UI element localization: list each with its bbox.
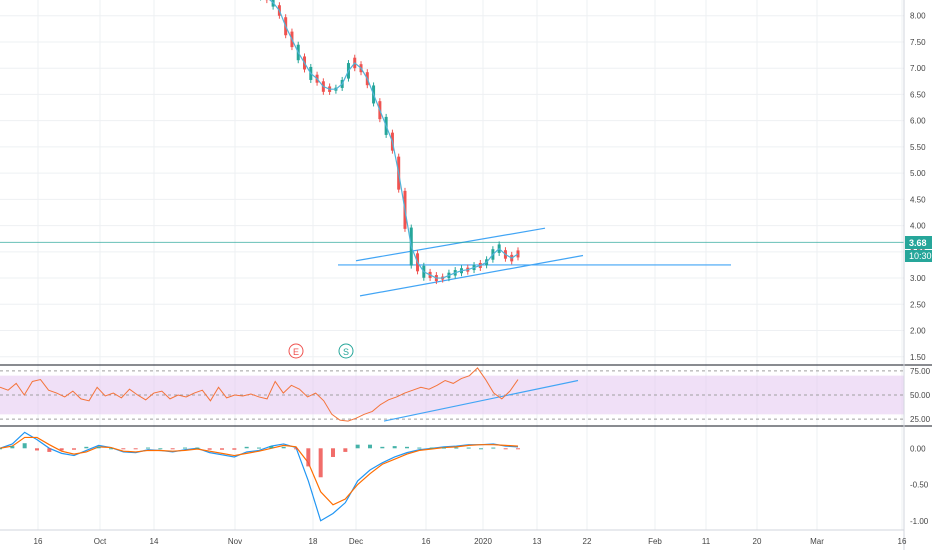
price-tick-label: 2.50 — [910, 300, 926, 309]
macd-histogram-bar — [417, 448, 421, 449]
macd-histogram-bar — [47, 448, 51, 452]
price-tick-label: 6.50 — [910, 90, 926, 99]
time-tick-label: 16 — [898, 537, 907, 546]
macd-histogram-bar — [282, 447, 286, 448]
macd-histogram-bar — [97, 447, 101, 448]
macd-histogram-bar — [245, 447, 249, 448]
price-tick-label: 4.50 — [910, 195, 926, 204]
macd-histogram-bar — [134, 448, 138, 449]
price-tick-label: 7.00 — [910, 64, 926, 73]
price-tick-label: 8.00 — [910, 12, 926, 21]
macd-histogram-bar — [171, 448, 175, 449]
macd-histogram-bar — [158, 448, 162, 449]
price-tick-label: 5.50 — [910, 143, 926, 152]
price-tick-label: 6.00 — [910, 117, 926, 126]
macd-histogram-bar — [208, 448, 212, 449]
macd-histogram-bar — [430, 448, 434, 449]
macd-histogram-bar — [10, 446, 14, 448]
time-axis[interactable]: 16 Oct 14 Nov 18 Dec 16 2020 13 22 Feb 11 20 Mar 16 — [34, 537, 907, 546]
macd-axis[interactable]: 0.00 -0.50 -1.00 — [910, 444, 929, 525]
split-marker-label: S — [343, 347, 349, 357]
macd-histogram-bar — [146, 448, 150, 449]
macd-histogram-bar — [319, 448, 323, 477]
time-tick-label: 14 — [150, 537, 159, 546]
time-tick-label: Dec — [349, 537, 363, 546]
macd-histogram-bar — [220, 448, 224, 449]
rsi-tick-label: 50.00 — [910, 391, 931, 400]
macd-histogram-bar — [183, 448, 187, 449]
macd-tick-label: -0.50 — [910, 481, 929, 490]
price-tick-label: 4.00 — [910, 222, 926, 231]
macd-histogram-bar — [269, 446, 273, 448]
candlesticks — [247, 0, 520, 284]
macd-histogram-bar — [467, 448, 471, 449]
price-tick-label: 2.00 — [910, 327, 926, 336]
macd-histogram — [0, 443, 520, 477]
price-tick-label: 1.50 — [910, 353, 926, 362]
macd-histogram-bar — [343, 448, 347, 452]
time-tick-label: 16 — [34, 537, 43, 546]
macd-histogram-bar — [23, 443, 27, 448]
time-tick-label: 2020 — [474, 537, 492, 546]
macd-histogram-bar — [109, 448, 113, 449]
macd-histogram-bar — [306, 448, 310, 466]
macd-histogram-bar — [405, 447, 409, 448]
price-tick-label: 3.00 — [910, 274, 926, 283]
last-price-badge: 3.68 10:30 — [905, 236, 932, 262]
time-tick-label: 13 — [533, 537, 542, 546]
earnings-marker[interactable]: E — [289, 344, 303, 358]
price-tick-label: 5.00 — [910, 169, 926, 178]
earnings-marker-label: E — [293, 347, 299, 357]
time-tick-label: 22 — [583, 537, 592, 546]
macd-histogram-bar — [35, 448, 39, 450]
macd-histogram-bar — [84, 447, 88, 448]
price-axis[interactable]: 8.007.507.006.506.005.505.004.504.003.50… — [910, 12, 926, 362]
macd-line — [0, 432, 518, 520]
time-tick-label: Mar — [810, 537, 824, 546]
time-tick-label: Oct — [94, 537, 107, 546]
time-tick-label: Nov — [228, 537, 242, 546]
time-tick-label: 20 — [753, 537, 762, 546]
macd-histogram-bar — [368, 445, 372, 449]
macd-histogram-bar — [0, 448, 2, 449]
macd-histogram-bar — [331, 448, 335, 457]
macd-histogram-bar — [516, 448, 520, 449]
macd-histogram-bar — [479, 448, 483, 449]
macd-histogram-bar — [491, 448, 495, 449]
time-tick-label: Feb — [648, 537, 662, 546]
last-price-label: 3.68 — [909, 238, 927, 248]
signal-line — [0, 437, 518, 504]
macd-histogram-bar — [454, 448, 458, 449]
macd-histogram-bar — [504, 448, 508, 449]
macd-histogram-bar — [121, 448, 125, 449]
macd-histogram-bar — [195, 448, 199, 449]
macd-histogram-bar — [393, 446, 397, 448]
time-tick-label: 18 — [309, 537, 318, 546]
macd-histogram-bar — [257, 448, 261, 449]
countdown-label: 10:30 — [909, 251, 932, 261]
channel-lower-trendline — [360, 255, 583, 295]
macd-histogram-bar — [294, 448, 298, 449]
macd-histogram-bar — [356, 445, 360, 449]
rsi-axis[interactable]: 75.00 50.00 25.00 — [910, 367, 931, 424]
macd-histogram-bar — [232, 448, 236, 449]
macd-tick-label: -1.00 — [910, 517, 929, 526]
macd-tick-label: 0.00 — [910, 444, 926, 453]
series-lines — [0, 0, 518, 521]
rsi-tick-label: 75.00 — [910, 367, 931, 376]
rsi-tick-label: 25.00 — [910, 415, 931, 424]
price-tick-label: 7.50 — [910, 38, 926, 47]
macd-histogram-bar — [60, 448, 64, 450]
macd-histogram-bar — [442, 448, 446, 449]
time-tick-label: 11 — [702, 537, 711, 546]
macd-histogram-bar — [72, 448, 76, 449]
time-tick-label: 16 — [422, 537, 431, 546]
macd-histogram-bar — [380, 447, 384, 448]
split-marker[interactable]: S — [339, 344, 353, 358]
